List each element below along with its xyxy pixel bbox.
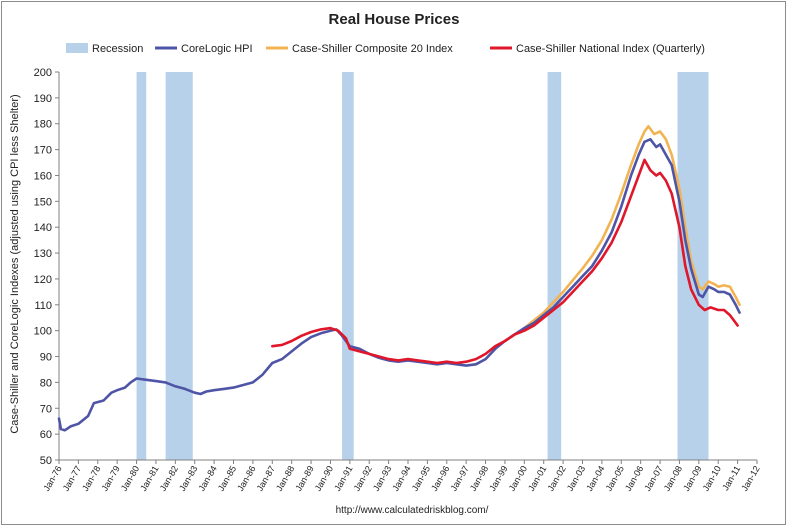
y-tick-label: 90: [40, 352, 52, 364]
y-tick-label: 100: [34, 326, 52, 338]
chart-title: Real House Prices: [329, 11, 460, 28]
recession-band: [547, 72, 562, 460]
y-tick-label: 170: [34, 145, 52, 157]
x-tick-label: Jan-12: [739, 464, 761, 493]
legend: Recession CoreLogic HPI Case-Shiller Com…: [66, 43, 705, 55]
recession-band: [136, 72, 147, 460]
y-tick-label: 130: [34, 248, 52, 260]
legend-label-corelogic: CoreLogic HPI: [181, 43, 253, 55]
y-tick-label: 180: [34, 119, 52, 131]
legend-label-recession: Recession: [92, 43, 143, 55]
series-case-shiller-national: [270, 158, 739, 365]
footer-url: http://www.calculatedriskblog.com/: [336, 505, 489, 516]
legend-label-national: Case-Shiller National Index (Quarterly): [516, 43, 705, 55]
series-corelogic-hpi: [57, 138, 741, 432]
x-tick-label: Jan-10: [701, 464, 723, 493]
series-lines: [57, 125, 741, 432]
y-tick-label: 50: [40, 455, 52, 467]
recession-band: [165, 72, 193, 460]
y-tick-label: 80: [40, 377, 52, 389]
series-case-shiller-composite-20: [522, 125, 741, 330]
y-tick-label: 70: [40, 403, 52, 415]
legend-label-cs20: Case-Shiller Composite 20 Index: [292, 43, 453, 55]
y-tick-label: 60: [40, 429, 52, 441]
legend-swatch-recession: [66, 43, 88, 53]
y-tick-label: 190: [34, 93, 52, 105]
recession-bands: [136, 72, 709, 460]
y-tick-label: 110: [34, 300, 52, 312]
y-tick-label: 160: [34, 170, 52, 182]
y-tick-label: 140: [34, 222, 52, 234]
y-axis-label: Case-Shiller and CoreLogic Indexes (adju…: [9, 94, 21, 433]
recession-band: [342, 72, 354, 460]
y-tick-label: 120: [34, 274, 52, 286]
y-tick-label: 200: [34, 67, 52, 79]
y-tick-label: 150: [34, 196, 52, 208]
